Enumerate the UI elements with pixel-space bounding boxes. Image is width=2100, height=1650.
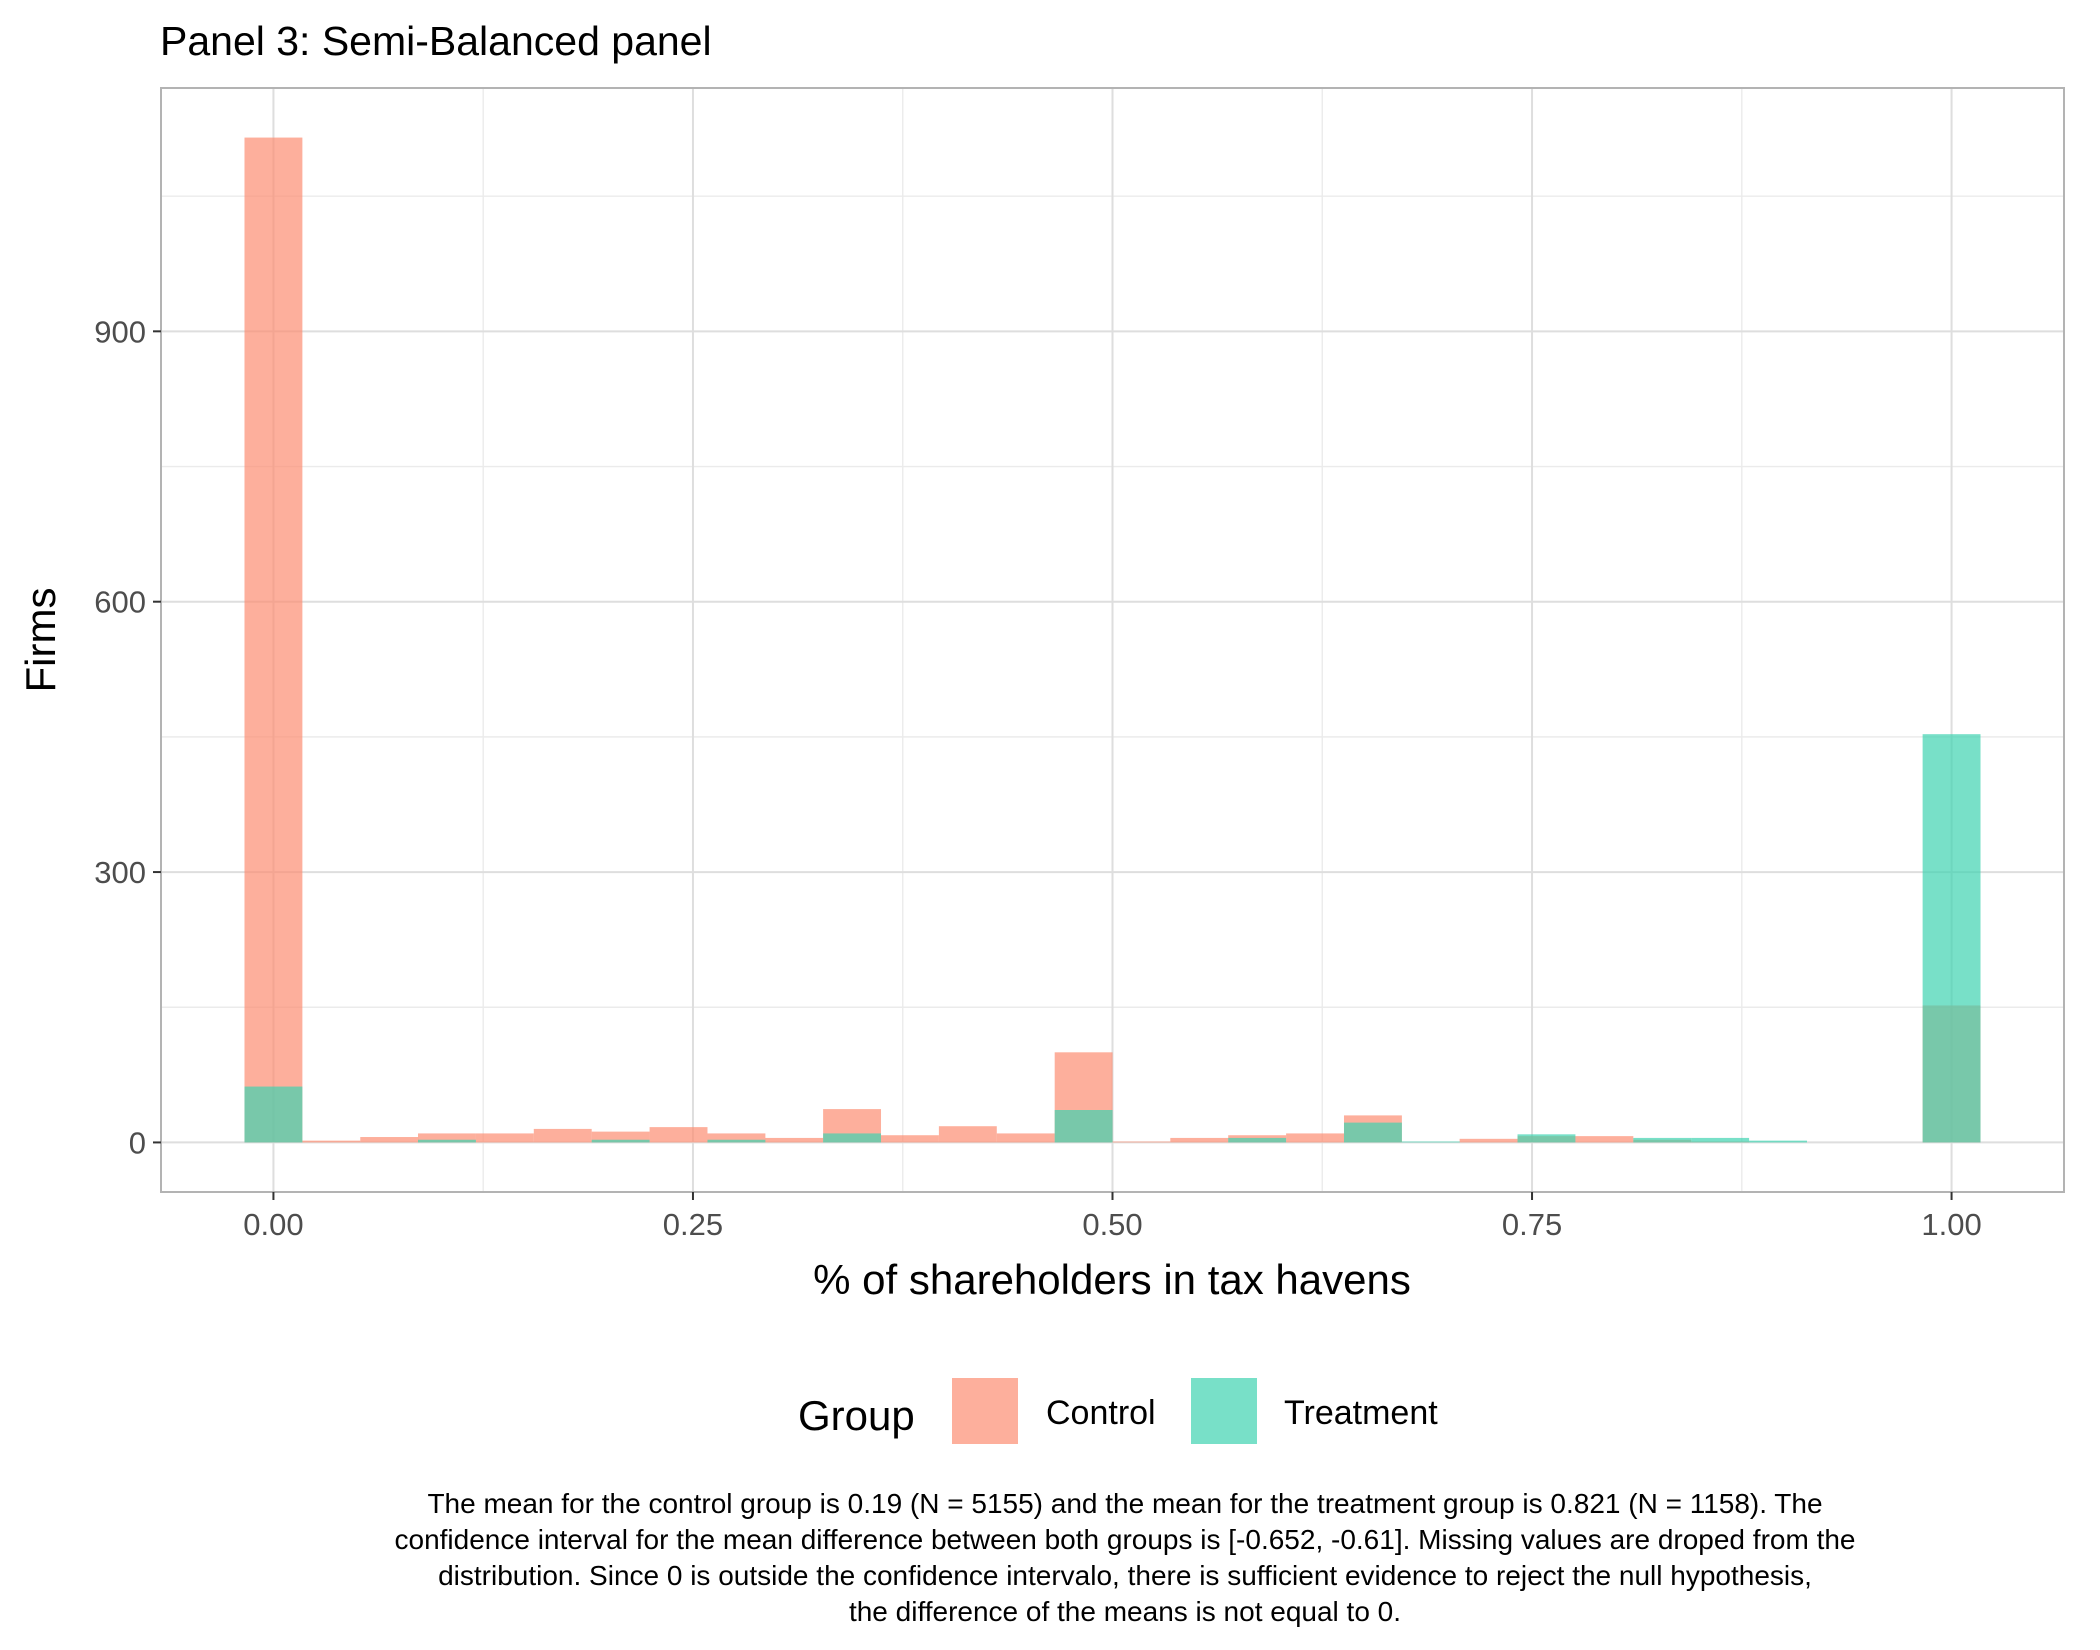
bar-control [938, 1126, 997, 1143]
bar-treatment [1343, 1122, 1402, 1143]
bar-treatment [418, 1139, 476, 1143]
caption-line: the difference of the means is not equal… [848, 1596, 1402, 1627]
bar-control [418, 1133, 476, 1143]
legend: Group Control Treatment [798, 1378, 1438, 1444]
legend-label-treatment: Treatment [1284, 1394, 1438, 1432]
caption-line: distribution. Since 0 is outside the con… [438, 1560, 1812, 1591]
x-tick-label: 1.00 [1921, 1207, 1981, 1242]
bar-control [360, 1137, 419, 1143]
bar-treatment [1228, 1137, 1287, 1143]
axis-layer: 0 300 600 900 0.00 0.25 0.50 0.75 1.00 [94, 314, 1981, 1242]
bar-treatment [244, 1086, 303, 1143]
caption-line: confidence interval for the mean differe… [394, 1524, 1856, 1555]
bar-control [649, 1127, 708, 1143]
bar-control [591, 1131, 650, 1143]
bar-control [1112, 1141, 1171, 1143]
legend-label-control: Control [1046, 1394, 1156, 1432]
legend-key-control [952, 1378, 1018, 1444]
bar-treatment [707, 1139, 766, 1143]
x-tick-label: 0.50 [1082, 1207, 1142, 1242]
bar-control [1575, 1136, 1634, 1143]
x-tick-label: 0.25 [663, 1207, 723, 1242]
bar-control [996, 1133, 1055, 1143]
legend-title: Group [798, 1392, 915, 1439]
y-tick-label: 300 [94, 855, 146, 890]
bars-layer [244, 137, 1981, 1143]
bar-control [1170, 1137, 1229, 1143]
bar-treatment [1749, 1140, 1807, 1143]
bar-control [533, 1128, 592, 1143]
bar-control [1286, 1133, 1344, 1143]
bar-control [244, 137, 303, 1143]
caption-line: The mean for the control group is 0.19 (… [427, 1488, 1823, 1519]
bar-control [881, 1135, 939, 1143]
bar-treatment [1054, 1109, 1113, 1143]
bar-control [765, 1137, 824, 1143]
chart-title: Panel 3: Semi-Balanced panel [160, 18, 712, 64]
legend-key-treatment [1191, 1378, 1257, 1444]
bar-treatment [823, 1133, 882, 1143]
y-axis-title: Firms [17, 588, 64, 693]
bar-control [1459, 1138, 1518, 1143]
y-tick-label: 600 [94, 585, 146, 620]
bar-treatment [591, 1139, 650, 1143]
x-tick-label: 0.00 [243, 1207, 303, 1242]
bar-control [475, 1133, 534, 1143]
grid-layer [161, 88, 2064, 1192]
bar-treatment [1401, 1141, 1460, 1143]
bar-control [302, 1140, 361, 1143]
bar-treatment [1922, 734, 1981, 1143]
bar-treatment [1517, 1134, 1576, 1143]
bar-treatment [1691, 1137, 1750, 1143]
y-tick-label: 0 [129, 1125, 146, 1160]
chart-caption: The mean for the control group is 0.19 (… [150, 1486, 2100, 1630]
bar-control [707, 1133, 766, 1143]
y-tick-label: 900 [94, 314, 146, 349]
x-axis-title: % of shareholders in tax havens [813, 1256, 1411, 1303]
x-tick-label: 0.75 [1502, 1207, 1562, 1242]
bar-treatment [1633, 1137, 1692, 1143]
